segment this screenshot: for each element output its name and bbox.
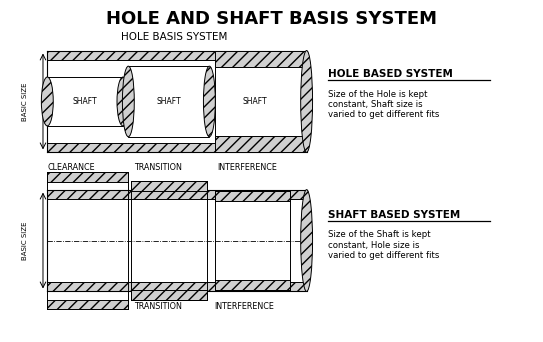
Text: CLEARANCE: CLEARANCE — [48, 162, 96, 172]
Bar — [215, 67, 307, 136]
Bar — [131, 181, 207, 191]
Ellipse shape — [204, 66, 216, 137]
Bar — [215, 280, 291, 290]
Bar — [215, 51, 307, 67]
Text: HOLE AND SHAFT BASIS SYSTEM: HOLE AND SHAFT BASIS SYSTEM — [106, 10, 437, 28]
Text: INTERFERENCE: INTERFERENCE — [217, 162, 277, 172]
Bar — [47, 199, 307, 282]
Text: TRANSITION: TRANSITION — [134, 162, 182, 172]
Text: HOLE BASIS SYSTEM: HOLE BASIS SYSTEM — [121, 32, 228, 42]
Bar — [47, 300, 128, 309]
Bar — [47, 51, 307, 60]
Text: CLEARANCE: CLEARANCE — [48, 302, 96, 311]
Bar — [47, 282, 307, 291]
Text: Size of the Hole is kept
constant, Shaft size is
varied to get different fits: Size of the Hole is kept constant, Shaft… — [328, 90, 440, 119]
Text: HOLE BASED SYSTEM: HOLE BASED SYSTEM — [328, 69, 453, 79]
Text: BASIC SIZE: BASIC SIZE — [22, 221, 28, 260]
Text: SHAFT: SHAFT — [73, 97, 97, 106]
Text: TRANSITION: TRANSITION — [134, 302, 182, 311]
Bar — [47, 172, 128, 182]
Ellipse shape — [301, 190, 313, 291]
Bar — [215, 136, 307, 152]
Bar — [47, 190, 307, 199]
Text: BASIC SIZE: BASIC SIZE — [22, 82, 28, 121]
Bar — [47, 77, 123, 126]
Bar — [47, 143, 307, 152]
Ellipse shape — [41, 77, 53, 126]
Text: SHAFT: SHAFT — [156, 97, 181, 106]
Bar — [215, 192, 291, 201]
Text: INTERFERENCE: INTERFERENCE — [214, 302, 274, 311]
Ellipse shape — [117, 77, 129, 126]
Text: SHAFT: SHAFT — [243, 97, 268, 106]
Ellipse shape — [122, 66, 134, 137]
Bar — [128, 66, 210, 137]
Text: SHAFT BASED SYSTEM: SHAFT BASED SYSTEM — [328, 210, 460, 220]
Bar — [131, 290, 207, 300]
Ellipse shape — [301, 51, 313, 152]
Text: Size of the Shaft is kept
constant, Hole size is
varied to get different fits: Size of the Shaft is kept constant, Hole… — [328, 231, 440, 260]
